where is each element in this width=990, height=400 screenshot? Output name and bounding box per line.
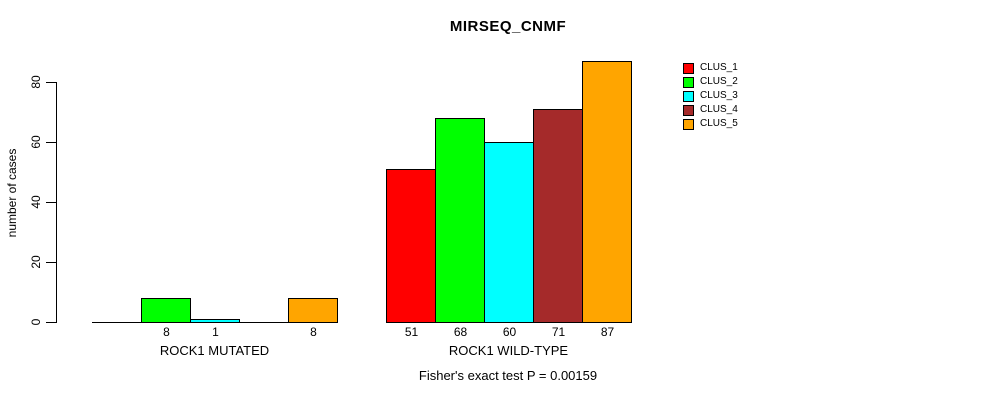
- bar-value-label: 87: [600, 325, 615, 339]
- legend-item: CLUS_5: [683, 117, 738, 131]
- legend-label: CLUS_3: [700, 90, 738, 101]
- group-label: ROCK1 WILD-TYPE: [448, 343, 569, 358]
- bar-value-label: 60: [502, 325, 517, 339]
- bar-clus_1: [386, 169, 436, 323]
- legend-item: CLUS_2: [683, 75, 738, 89]
- y-tick: [46, 262, 56, 263]
- y-tick-label: 20: [29, 255, 43, 269]
- group-label: ROCK1 MUTATED: [159, 343, 270, 358]
- y-tick-label: 0: [29, 318, 43, 326]
- bar-clus_3: [190, 319, 240, 323]
- y-tick: [46, 142, 56, 143]
- bar-value-label: 71: [551, 325, 566, 339]
- legend-swatch: [683, 90, 694, 102]
- bar-value-label: 1: [212, 325, 219, 339]
- legend-item: CLUS_1: [683, 61, 738, 75]
- legend-label: CLUS_5: [700, 118, 738, 129]
- bar-clus_2: [435, 118, 485, 323]
- legend-label: CLUS_4: [700, 104, 738, 115]
- y-tick: [46, 322, 56, 323]
- bar-clus_5: [582, 61, 632, 323]
- fisher-test-annotation: Fisher's exact test P = 0.00159: [418, 368, 598, 383]
- y-tick-label: 60: [29, 135, 43, 149]
- y-tick-label: 80: [29, 75, 43, 89]
- legend-swatch: [683, 76, 694, 88]
- chart-title: MIRSEQ_CNMF: [449, 18, 567, 35]
- legend-label: CLUS_1: [700, 62, 738, 73]
- legend-item: CLUS_3: [683, 89, 738, 103]
- bar-clus_5: [288, 298, 338, 323]
- legend-item: CLUS_4: [683, 103, 738, 117]
- y-tick: [46, 82, 56, 83]
- bar-value-label: 8: [163, 325, 170, 339]
- y-tick-label: 40: [29, 195, 43, 209]
- y-axis-line: [56, 82, 57, 323]
- bar-clus_3: [484, 142, 534, 323]
- bar-value-label: 8: [310, 325, 317, 339]
- legend-swatch: [683, 62, 694, 74]
- legend-swatch: [683, 118, 694, 130]
- y-tick: [46, 202, 56, 203]
- bar-value-label: 51: [404, 325, 419, 339]
- bar-value-label: 68: [453, 325, 468, 339]
- bar-clus_2: [141, 298, 191, 323]
- legend-swatch: [683, 104, 694, 116]
- y-axis-title: number of cases: [5, 148, 19, 238]
- legend-label: CLUS_2: [700, 76, 738, 87]
- legend: CLUS_1 CLUS_2 CLUS_3 CLUS_4 CLUS_5: [683, 61, 738, 131]
- bar-clus_4: [533, 109, 583, 323]
